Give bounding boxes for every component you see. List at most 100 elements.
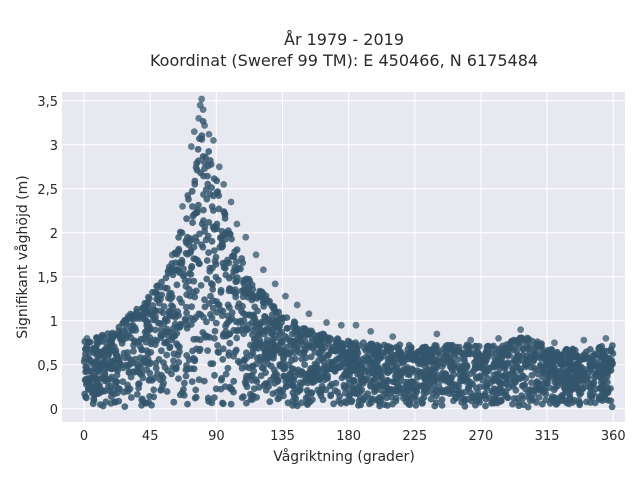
data-point — [208, 237, 216, 245]
data-point — [506, 344, 514, 352]
data-point — [341, 384, 348, 392]
data-point — [212, 385, 220, 393]
data-point — [196, 345, 204, 353]
data-point — [601, 367, 609, 375]
data-point — [397, 371, 405, 379]
data-point — [210, 137, 217, 144]
data-point — [387, 389, 395, 396]
data-point — [219, 242, 227, 250]
data-point — [241, 378, 249, 386]
data-point — [111, 377, 119, 385]
data-point — [159, 382, 166, 390]
data-point — [576, 363, 584, 371]
data-point — [180, 386, 187, 393]
data-point — [152, 364, 160, 372]
data-point — [298, 399, 305, 407]
data-point — [170, 398, 178, 406]
data-point — [332, 340, 340, 348]
data-point — [369, 378, 376, 386]
data-point — [465, 349, 473, 357]
data-point — [454, 346, 462, 354]
data-point — [89, 388, 97, 395]
x-tick-label: 270 — [469, 429, 494, 444]
data-point — [119, 336, 127, 344]
data-point — [284, 324, 291, 332]
data-point — [422, 364, 430, 372]
data-point — [225, 287, 233, 295]
data-point — [408, 378, 415, 386]
data-point — [280, 392, 287, 400]
data-point — [576, 391, 584, 398]
data-point — [195, 376, 203, 384]
data-point — [148, 377, 156, 384]
data-point — [237, 265, 244, 273]
data-point — [349, 389, 357, 397]
data-point — [602, 396, 610, 403]
x-axis-label: Vågriktning (grader) — [273, 448, 415, 465]
data-point — [282, 343, 290, 351]
y-tick-label: 1,5 — [37, 271, 58, 286]
data-point — [146, 359, 154, 366]
data-point — [211, 327, 219, 335]
data-point — [308, 389, 315, 397]
data-point — [192, 163, 200, 171]
data-point — [232, 258, 240, 266]
data-point — [472, 401, 479, 409]
data-point — [578, 354, 586, 362]
data-point — [166, 266, 174, 273]
data-point — [206, 264, 214, 272]
x-tick-label: 180 — [336, 429, 361, 444]
data-point — [372, 349, 380, 357]
data-point — [309, 396, 316, 403]
tick-labels-layer: 0 45 90 135 180 225 270 315 360 0 0,5 1 1,5 2 2,5 3 3,5 — [37, 95, 625, 444]
data-point — [461, 388, 469, 396]
data-point — [133, 391, 141, 398]
data-point — [247, 341, 254, 349]
data-point — [388, 344, 395, 352]
data-point — [323, 363, 331, 371]
data-point — [107, 365, 115, 372]
data-point — [225, 349, 233, 356]
data-point — [469, 394, 477, 402]
data-point — [197, 282, 205, 289]
data-point — [207, 360, 215, 368]
data-point — [190, 255, 198, 262]
data-point — [499, 350, 507, 358]
data-point — [253, 292, 261, 300]
data-point — [482, 350, 490, 357]
data-point — [431, 377, 438, 385]
data-point — [291, 342, 299, 350]
data-point — [181, 315, 189, 323]
data-point — [169, 363, 177, 371]
data-point — [535, 394, 543, 401]
data-point — [130, 347, 137, 355]
data-point — [160, 303, 168, 310]
data-point — [392, 364, 399, 372]
data-point — [151, 341, 159, 348]
data-point — [212, 319, 220, 327]
data-point — [492, 350, 500, 357]
data-point — [220, 181, 228, 188]
data-point — [166, 344, 174, 352]
data-point — [243, 326, 251, 334]
data-point — [555, 371, 562, 379]
data-point — [524, 403, 532, 411]
data-point — [130, 341, 137, 349]
data-point — [206, 190, 214, 198]
data-point — [93, 366, 100, 373]
data-point — [166, 290, 173, 298]
data-point — [176, 324, 184, 331]
data-point — [296, 337, 303, 345]
data-point — [292, 399, 299, 407]
data-point — [199, 153, 207, 160]
data-point — [433, 330, 441, 338]
data-point — [107, 382, 115, 390]
data-point — [323, 374, 331, 382]
data-point — [217, 288, 225, 296]
data-point — [183, 352, 191, 359]
data-point — [348, 352, 356, 359]
data-point — [182, 249, 190, 257]
data-point — [133, 360, 141, 368]
data-point — [205, 148, 213, 155]
